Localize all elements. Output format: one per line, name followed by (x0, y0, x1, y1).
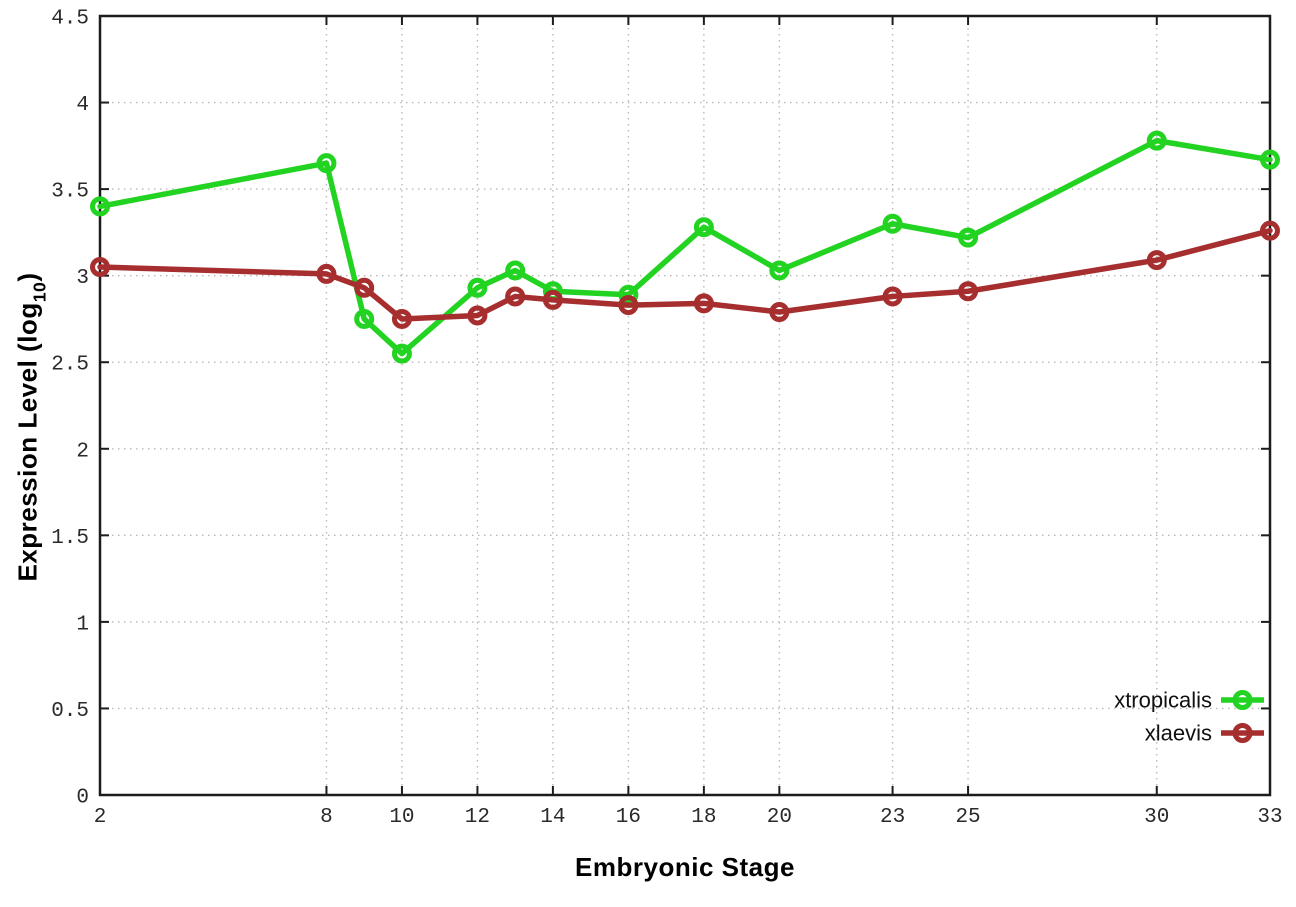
x-tick-label: 12 (465, 806, 490, 829)
data-point-xlaevis-stage-23 (882, 286, 903, 307)
data-point-xtropicalis-stage-23 (882, 213, 903, 234)
y-tick-label: 1.5 (51, 527, 89, 550)
y-tick-label: 0 (76, 787, 89, 810)
data-point-xlaevis-stage-13 (505, 286, 526, 307)
data-point-xtropicalis-stage-30 (1146, 130, 1167, 151)
x-tick-label: 20 (767, 806, 792, 829)
data-point-xtropicalis-stage-8 (316, 153, 337, 174)
series-xtropicalis-line (97, 137, 1273, 357)
data-point-xtropicalis-stage-20 (769, 260, 790, 281)
x-tick-label: 10 (389, 806, 414, 829)
y-tick-label: 4 (76, 94, 89, 117)
data-point-xlaevis-stage-33 (1260, 220, 1280, 241)
data-point-xlaevis-stage-25 (958, 281, 979, 302)
legend-label-xlaevis: xlaevis (1145, 721, 1212, 746)
data-point-xtropicalis-stage-12 (467, 277, 488, 298)
data-point-xlaevis-stage-30 (1146, 250, 1167, 271)
data-point-xtropicalis-stage-16 (618, 284, 639, 305)
data-point-xtropicalis-stage-2 (90, 196, 110, 217)
data-point-xlaevis-stage-9 (354, 277, 375, 298)
x-tick-label: 16 (616, 806, 641, 829)
x-tick-label: 30 (1144, 806, 1169, 829)
y-tick-label: 4.5 (51, 8, 89, 31)
x-tick-label: 23 (880, 806, 905, 829)
data-point-xlaevis-stage-14 (542, 289, 563, 310)
y-tick-labels: 0 0.5 1 1.5 2 2.5 3 3.5 4 4.5 (51, 8, 89, 810)
data-point-xlaevis-stage-20 (769, 302, 790, 323)
series-xtropicalis (90, 130, 1280, 364)
x-tick-label: 18 (691, 806, 716, 829)
axis-tick-marks (99, 15, 1271, 796)
legend-marker-xtropicalis (1232, 690, 1253, 710)
data-point-xtropicalis-stage-18 (693, 217, 714, 238)
x-tick-label: 14 (540, 806, 565, 829)
x-tick-label: 25 (955, 806, 980, 829)
x-tick-label: 8 (320, 806, 333, 829)
data-point-xlaevis-stage-2 (90, 257, 110, 278)
data-point-xlaevis-stage-18 (693, 293, 714, 314)
series-xlaevis-markers (90, 220, 1280, 329)
data-point-xtropicalis-stage-25 (958, 227, 979, 248)
y-tick-label: 3 (76, 267, 89, 290)
x-axis-title: Embryonic Stage (575, 852, 795, 882)
data-point-xtropicalis-stage-33 (1260, 149, 1280, 170)
data-point-xlaevis-stage-16 (618, 295, 639, 316)
legend-label-xtropicalis: xtropicalis (1114, 688, 1212, 713)
data-point-xlaevis-stage-12 (467, 305, 488, 326)
data-point-xlaevis-stage-8 (316, 263, 337, 284)
series-xlaevis (90, 220, 1280, 329)
data-point-xtropicalis-stage-9 (354, 308, 375, 329)
y-tick-label: 2 (76, 440, 89, 463)
y-tick-label: 3.5 (51, 181, 89, 204)
y-tick-label: 0.5 (51, 700, 89, 723)
y-tick-label: 1 (76, 613, 89, 636)
legend-marker-xlaevis (1232, 723, 1253, 743)
data-point-xtropicalis-stage-13 (505, 260, 526, 281)
data-point-xtropicalis-stage-10 (391, 343, 412, 364)
data-point-xlaevis-stage-10 (391, 308, 412, 329)
legend: xtropicalis xlaevis (1114, 688, 1264, 746)
y-tick-label: 2.5 (51, 354, 89, 377)
x-tick-label: 2 (94, 806, 107, 829)
x-tick-labels: 2 8 10 12 14 16 18 20 23 25 30 33 (94, 806, 1283, 829)
grid-lines (100, 16, 1270, 795)
plot-border (98, 14, 1272, 797)
x-tick-label: 33 (1257, 806, 1282, 829)
